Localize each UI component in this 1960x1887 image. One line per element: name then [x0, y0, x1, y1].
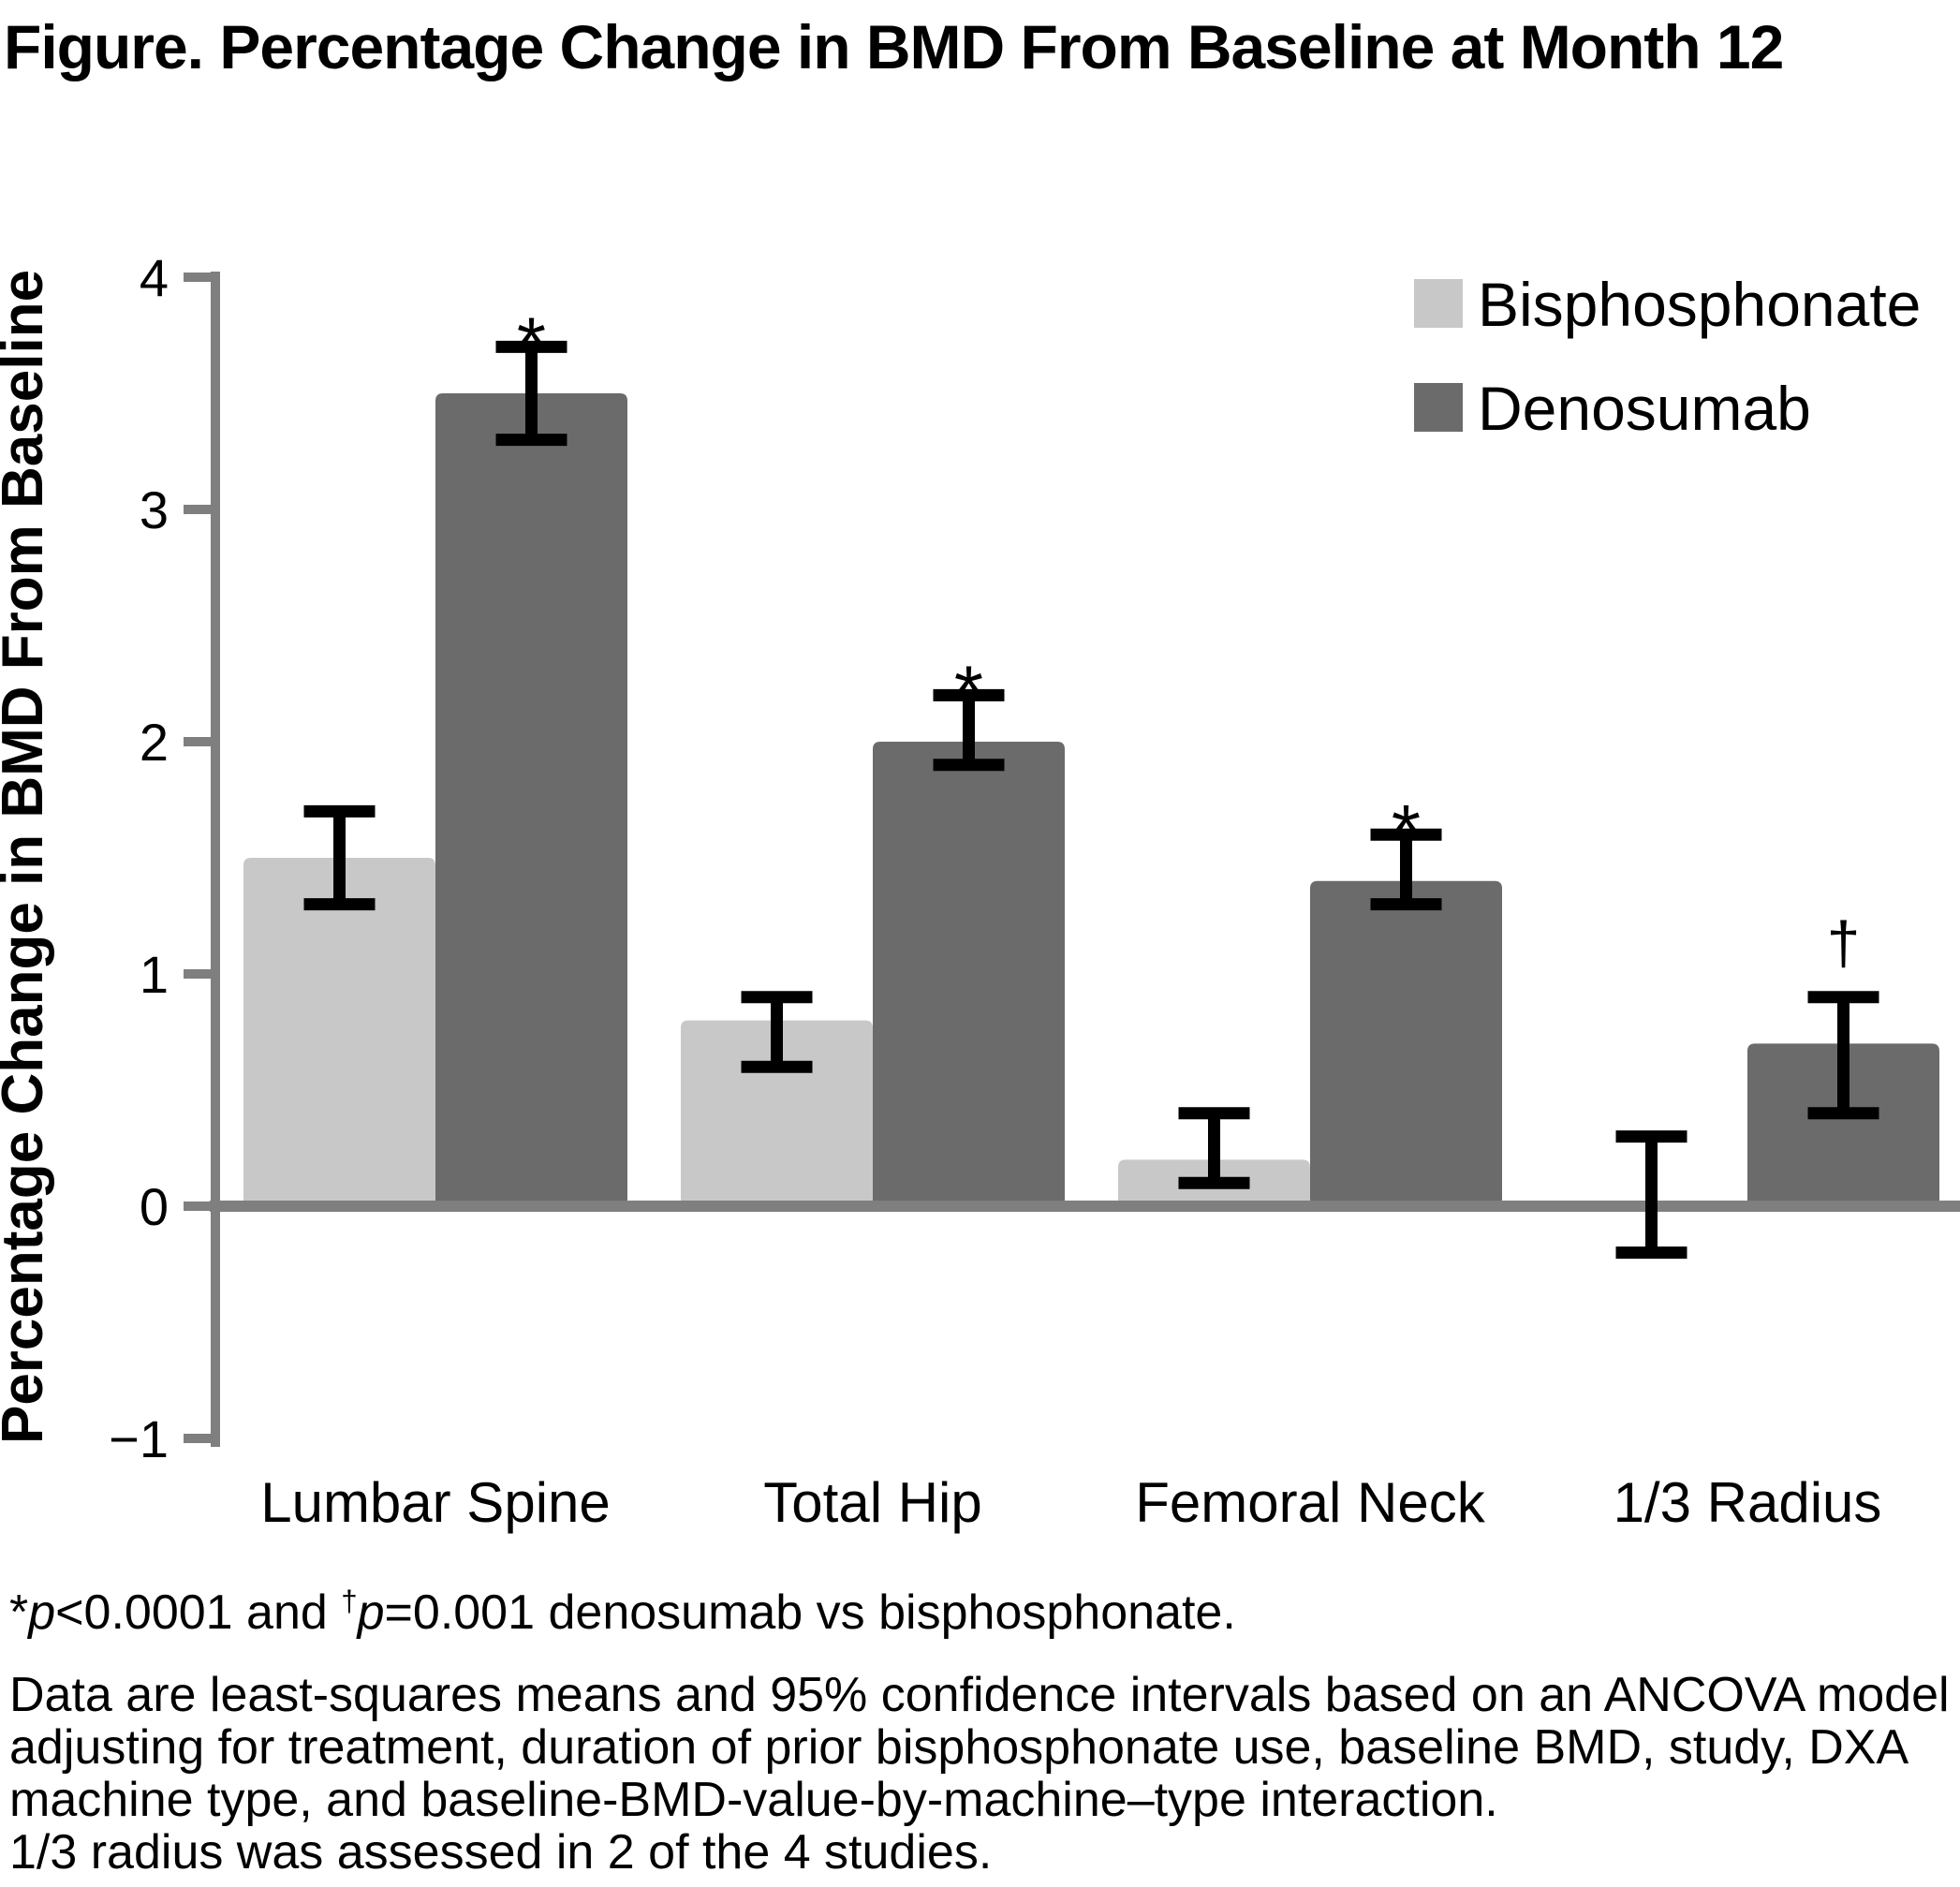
legend-swatch-bisphosphonate — [1414, 279, 1463, 328]
asterisk-annotation-total-hip: * — [954, 650, 983, 733]
footnote-segment: p — [357, 1585, 385, 1640]
page-title: Figure. Percentage Change in BMD From Ba… — [4, 12, 1784, 81]
footnote-segment: † — [341, 1585, 358, 1618]
y-tick-label: 3 — [140, 480, 169, 539]
methods-footnote: Data are least-squares means and 95% con… — [9, 1669, 1957, 1879]
bar-bisphosphonate-lumbar-spine — [243, 858, 435, 1212]
bar-denosumab-1-3-radius — [1747, 1043, 1939, 1212]
x-category-label-total-hip: Total Hip — [763, 1471, 981, 1534]
footnote-segment: p — [28, 1585, 56, 1640]
significance-footnote: *p<0.0001 and †p=0.001 denosumab vs bisp… — [9, 1585, 1236, 1641]
x-category-label-lumbar-spine: Lumbar Spine — [260, 1471, 611, 1534]
footnote-line: Data are least-squares means and 95% con… — [9, 1668, 1950, 1722]
y-tick-label: 0 — [140, 1177, 169, 1236]
x-category-label-femoral-neck: Femoral Neck — [1135, 1471, 1485, 1534]
legend-label-denosumab: Denosumab — [1478, 374, 1811, 443]
y-tick-label: −1 — [109, 1409, 169, 1468]
bar-denosumab-lumbar-spine — [435, 393, 627, 1212]
footnote-segment: * — [9, 1585, 29, 1640]
legend-label-bisphosphonate: Bisphosphonate — [1478, 270, 1921, 339]
y-tick-label: 2 — [140, 713, 169, 772]
bar-bisphosphonate-total-hip — [681, 1020, 873, 1212]
footnote-segment: =0.001 denosumab vs bisphosphonate. — [384, 1585, 1236, 1640]
footnote-segment: <0.0001 and — [55, 1585, 342, 1640]
footnote-line: 1/3 radius was assessed in 2 of the 4 st… — [9, 1825, 993, 1880]
asterisk-annotation-lumbar-spine: * — [517, 302, 546, 385]
dagger-annotation-1-3-radius: † — [1827, 909, 1861, 977]
y-axis-title: Percentage Change in BMD From Baseline — [0, 270, 55, 1444]
footnote-line: adjusting for treatment, duration of pri… — [9, 1720, 1909, 1775]
y-tick-label: 1 — [140, 945, 169, 1004]
y-tick-label: 4 — [140, 248, 169, 307]
asterisk-annotation-femoral-neck: * — [1392, 789, 1421, 873]
bar-denosumab-femoral-neck — [1310, 880, 1502, 1212]
bar-denosumab-total-hip — [873, 742, 1065, 1212]
x-category-label-1-3-radius: 1/3 Radius — [1614, 1471, 1882, 1534]
footnote-line: machine type, and baseline-BMD-value-by-… — [9, 1773, 1498, 1827]
legend-swatch-denosumab — [1414, 383, 1463, 432]
